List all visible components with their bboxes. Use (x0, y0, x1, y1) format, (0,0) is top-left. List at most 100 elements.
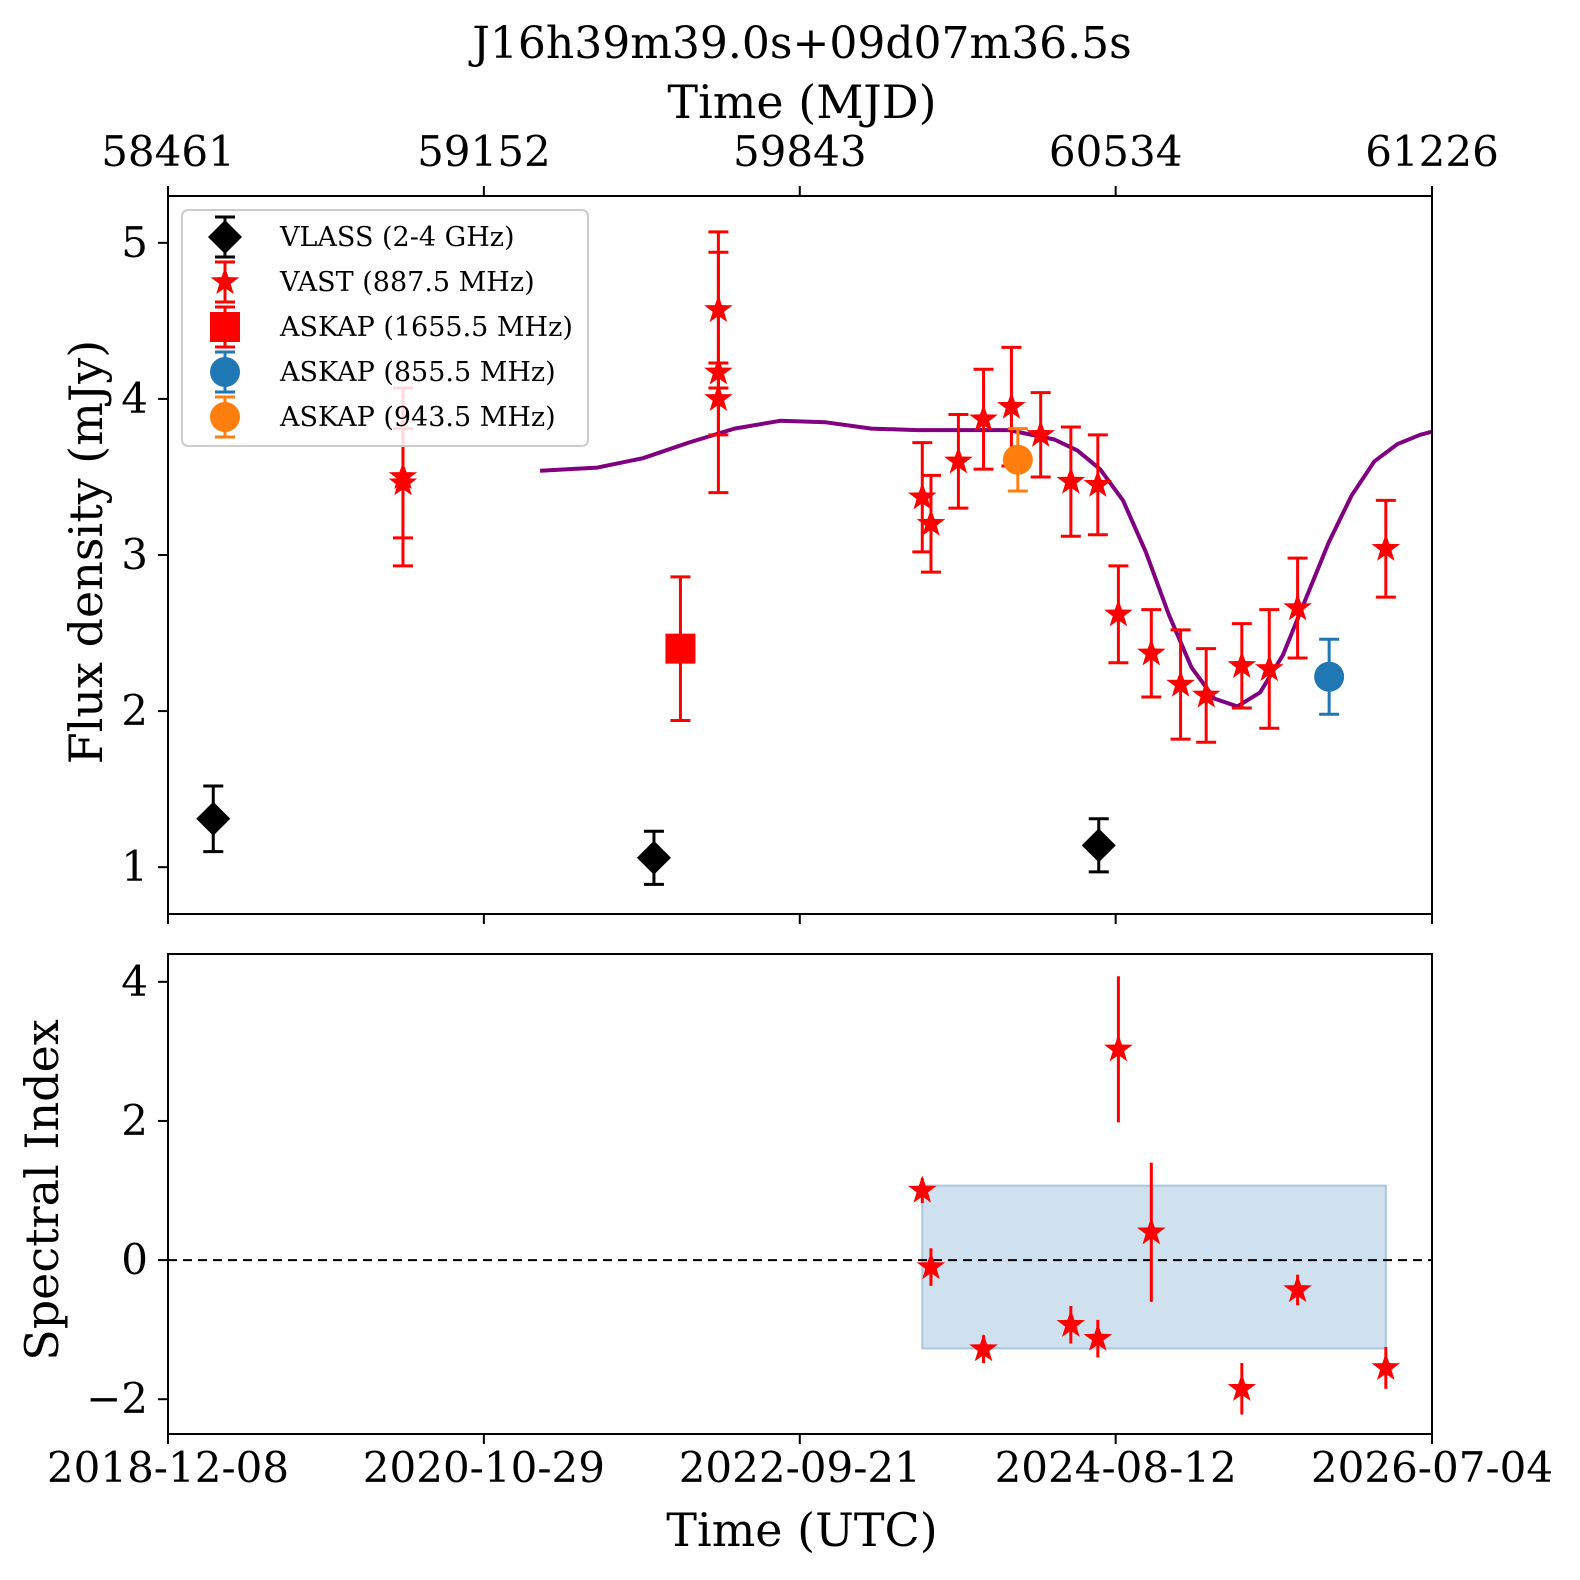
spectral-index-marker (1056, 1309, 1086, 1337)
top-y-axis-label: Flux density (mJy) (59, 340, 113, 764)
legend-label: VLASS (2-4 GHz) (279, 222, 515, 253)
top-y-tick-label: 5 (121, 218, 148, 267)
legend-label: ASKAP (1655.5 MHz) (279, 312, 573, 343)
legend: VLASS (2-4 GHz) VAST (887.5 MHz) ASKAP (16… (181, 209, 589, 447)
flux-marker (1137, 638, 1166, 666)
top-x-tick-label: 59152 (417, 127, 551, 176)
spectral-index-point (908, 1175, 937, 1204)
legend-entry: ASKAP (855.5 MHz) (210, 350, 556, 394)
legend-entry: VAST (887.5 MHz) (210, 260, 535, 304)
top-y-tick-label: 2 (121, 686, 148, 735)
top-x-tick-label: 60534 (1049, 127, 1183, 176)
top-axis-ticks: 58461 59152 59843 60534 61226 1 2 3 4 5 (101, 127, 1499, 924)
spectral-index-marker (916, 1252, 946, 1280)
spectral-index-point (1056, 1306, 1086, 1344)
bottom-panel-frame (167, 953, 1433, 1435)
spectral-index-marker (908, 1175, 937, 1203)
legend-entry: ASKAP (943.5 MHz) (210, 395, 556, 439)
spectral-index-marker (1227, 1373, 1257, 1401)
flux-point (636, 829, 671, 886)
flux-point (1166, 628, 1195, 741)
flux-point (665, 575, 696, 722)
flux-marker (1314, 661, 1345, 692)
spectral-index-point (1227, 1363, 1257, 1415)
flux-density-panel: 58461 59152 59843 60534 61226 1 2 3 4 5 VLASS (2-… (101, 127, 1499, 924)
flux-point (916, 473, 946, 574)
bottom-axis-ticks: 2018-12-08 2020-10-29 2022-09-21 2024-08-12… (47, 957, 1553, 1492)
legend-label: VAST (887.5 MHz) (279, 267, 535, 298)
flux-point (1227, 622, 1257, 710)
flux-point (1137, 608, 1166, 699)
top-x-tick-label: 61226 (1365, 127, 1499, 176)
bottom-x-tick-label: 2026-07-04 (1311, 1443, 1553, 1492)
flux-point (944, 413, 973, 510)
flux-point (1191, 647, 1221, 744)
flux-point (1104, 564, 1133, 665)
flux-marker (944, 446, 973, 474)
spectral-index-point (1104, 976, 1133, 1123)
flux-marker (665, 633, 696, 664)
flux-point (704, 361, 733, 437)
spectral-index-point (1283, 1274, 1312, 1306)
spectral-index-marker (969, 1334, 998, 1362)
flux-point (1371, 498, 1401, 599)
spectral-index-marker (1137, 1217, 1166, 1245)
flux-marker (704, 383, 733, 411)
flux-marker (1371, 533, 1401, 561)
top-panel-frame (167, 195, 1433, 915)
spectral-index-data-layer (908, 976, 1401, 1415)
bottom-y-axis-label: Spectral Index (15, 1019, 69, 1361)
legend-marker (210, 402, 240, 432)
flux-marker (1191, 680, 1221, 708)
spectral-index-marker (1104, 1034, 1133, 1062)
top-x-axis-label: Time (MJD) (667, 75, 936, 129)
flux-point (969, 367, 998, 471)
bottom-x-tick-label: 2018-12-08 (47, 1443, 289, 1492)
spectral-index-panel: 2018-12-08 2020-10-29 2022-09-21 2024-08-12… (47, 953, 1553, 1492)
spectral-index-point (916, 1248, 946, 1286)
model-curve (539, 418, 1433, 709)
bottom-y-tick-label: −2 (86, 1374, 148, 1423)
flux-point (1314, 637, 1345, 716)
flux-point (1283, 556, 1312, 660)
flux-marker (969, 404, 998, 432)
flux-marker (1083, 469, 1113, 497)
flux-point (1083, 433, 1113, 537)
legend-entry: ASKAP (1655.5 MHz) (210, 305, 573, 349)
bottom-x-tick-label: 2024-08-12 (995, 1443, 1237, 1492)
spectral-index-marker (1083, 1323, 1113, 1351)
model-curve-layer (539, 418, 1433, 709)
legend-box (181, 209, 589, 447)
top-y-tick-label: 3 (121, 530, 148, 579)
bottom-x-tick-label: 2022-09-21 (679, 1443, 921, 1492)
shaded-band (921, 1184, 1387, 1350)
top-x-tick-label: 58461 (101, 127, 235, 176)
spectral-index-point (1137, 1162, 1166, 1302)
flux-marker (997, 391, 1026, 419)
shaded-band-layer (921, 1184, 1387, 1350)
spectral-index-marker (1371, 1352, 1401, 1380)
flux-point (1255, 608, 1284, 730)
flux-marker (908, 482, 937, 510)
legend-marker (210, 312, 240, 342)
flux-point (908, 441, 937, 554)
flux-point (1056, 425, 1086, 538)
legend-entry: VLASS (2-4 GHz) (208, 215, 515, 259)
flux-marker (1056, 466, 1086, 494)
flux-point (196, 784, 231, 854)
spectral-index-marker (1283, 1275, 1312, 1303)
top-x-tick-label: 59843 (733, 127, 867, 176)
spectral-index-point (1083, 1319, 1113, 1358)
flux-marker (1166, 669, 1195, 697)
top-y-tick-label: 4 (121, 374, 148, 423)
flux-point (1002, 427, 1033, 493)
legend-marker (208, 220, 242, 254)
legend-marker (210, 267, 240, 295)
bottom-y-tick-label: 4 (121, 957, 148, 1006)
legend-marker (210, 357, 240, 387)
flux-marker (1002, 444, 1033, 475)
flux-marker (1026, 419, 1055, 447)
flux-marker (636, 840, 671, 875)
chart-title: J16h39m39.0s+09d07m36.5s (468, 18, 1132, 69)
